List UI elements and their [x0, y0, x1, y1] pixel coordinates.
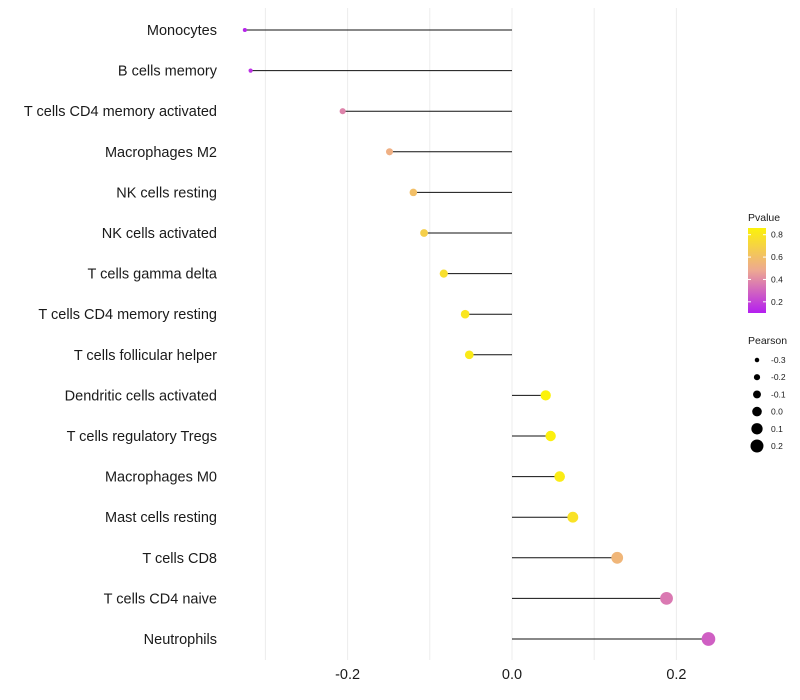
- legend-size-dot: [751, 423, 763, 435]
- data-point: [409, 188, 418, 197]
- stems: [244, 29, 709, 640]
- points: [242, 27, 716, 646]
- data-point: [385, 148, 394, 156]
- data-point: [242, 27, 247, 33]
- legend-size-dot: [752, 406, 762, 417]
- data-point: [460, 309, 470, 319]
- data-point: [339, 108, 346, 115]
- category-label: T cells CD4 memory activated: [24, 104, 217, 120]
- data-point: [660, 592, 673, 605]
- category-label: T cells regulatory Tregs: [67, 429, 217, 445]
- legend-pvalue-tick-label: 0.4: [771, 274, 783, 284]
- category-label: T cells CD4 naive: [104, 591, 217, 607]
- category-label: T cells gamma delta: [88, 267, 218, 283]
- data-point: [567, 511, 579, 523]
- category-label: T cells follicular helper: [74, 348, 217, 364]
- data-point: [464, 350, 474, 360]
- legend-pearson-label: -0.2: [771, 372, 786, 382]
- category-label: NK cells activated: [102, 226, 217, 242]
- legend-size-dot: [753, 374, 761, 381]
- legend-size-dot: [754, 357, 760, 363]
- category-label: Monocytes: [147, 23, 217, 39]
- data-point: [540, 390, 551, 401]
- data-point: [439, 269, 448, 278]
- data-point: [701, 632, 716, 646]
- category-label: T cells CD4 memory resting: [38, 307, 217, 323]
- legend-pvalue-title: Pvalue: [748, 212, 780, 224]
- category-label: Mast cells resting: [105, 510, 217, 526]
- data-point: [248, 68, 253, 73]
- legend-size-dot: [750, 439, 764, 453]
- data-point: [545, 430, 556, 442]
- legend-size-dot: [753, 390, 761, 399]
- x-axis-ticks: -0.2 0.0 0.2: [335, 667, 686, 683]
- category-label: Dendritic cells activated: [65, 388, 217, 404]
- legend-pvalue-tick-label: 0.6: [771, 252, 783, 262]
- category-label: B cells memory: [118, 64, 218, 80]
- legend-pearson-label: 0.0: [771, 407, 783, 417]
- legend-pearson-label: -0.3: [771, 355, 786, 365]
- category-label: NK cells resting: [116, 185, 217, 201]
- legend-pearson-title: Pearson: [748, 335, 787, 347]
- category-label: Macrophages M0: [105, 470, 217, 486]
- x-tick-label: 0.2: [666, 667, 686, 683]
- category-label: Macrophages M2: [105, 145, 217, 161]
- legend-pvalue-colorbar: [748, 228, 766, 313]
- legend-pvalue-tick-label: 0.8: [771, 230, 783, 240]
- data-point: [420, 229, 428, 237]
- data-point: [611, 551, 624, 564]
- y-axis-labels: Monocytes B cells memory T cells CD4 memor…: [24, 23, 218, 648]
- legend-pvalue-tick-label: 0.2: [771, 297, 783, 307]
- legend-pearson-items: -0.3 -0.2 -0.1 0.0 0.1 0.2: [750, 355, 786, 453]
- legend-pearson-label: 0.1: [771, 424, 783, 434]
- grid-lines: [264, 8, 677, 660]
- legend-pearson: Pearson -0.3 -0.2 -0.1 0.0 0.1 0.2: [748, 335, 787, 453]
- legend-pearson-label: 0.2: [771, 441, 783, 451]
- category-label: Neutrophils: [144, 632, 217, 648]
- legend-pvalue-ticks: 0.8 0.6 0.4 0.2: [748, 230, 783, 307]
- x-tick-label: 0.0: [502, 667, 522, 683]
- category-label: T cells CD8: [142, 551, 217, 567]
- x-tick-label: -0.2: [335, 667, 360, 683]
- legend-pearson-label: -0.1: [771, 389, 786, 399]
- legend-pvalue: Pvalue 0.8 0.6 0.4 0.2: [748, 212, 783, 313]
- data-point: [554, 471, 565, 482]
